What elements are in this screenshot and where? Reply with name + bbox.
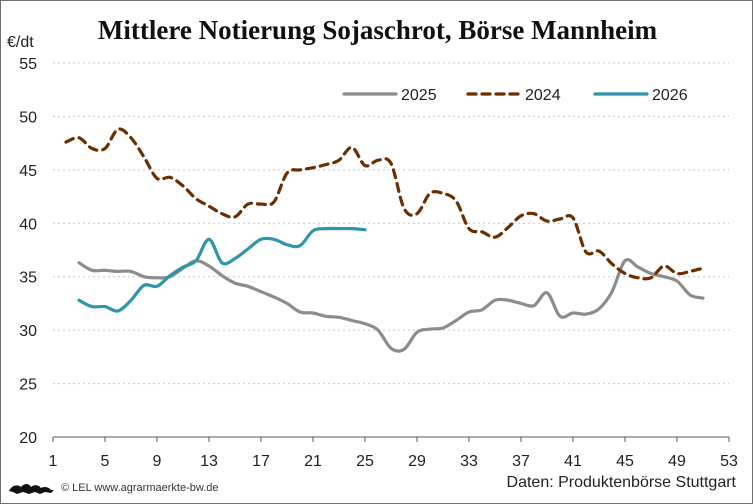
y-tick-label-35: 35: [19, 270, 37, 287]
x-tick-label-53: 53: [720, 453, 738, 470]
x-tick-label-45: 45: [616, 453, 634, 470]
y-tick-label-55: 55: [19, 56, 37, 73]
x-tick-label-5: 5: [101, 453, 110, 470]
chart-title: Mittlere Notierung Sojaschrot, Börse Man…: [97, 15, 658, 45]
y-tick-label-30: 30: [19, 323, 37, 340]
x-tick-label-13: 13: [200, 453, 218, 470]
x-tick-label-21: 21: [304, 453, 322, 470]
x-tick-label-9: 9: [153, 453, 162, 470]
y-axis-unit: €/dt: [7, 34, 34, 51]
legend-label-2024: 2024: [525, 87, 561, 104]
y-tick-label-45: 45: [19, 163, 37, 180]
grid-lines: [53, 62, 729, 385]
series-lines: [64, 127, 705, 353]
lion-logo-icon: [9, 484, 54, 494]
x-tick-label-29: 29: [408, 453, 426, 470]
copyright-text: © LEL www.agrarmaerkte-bw.de: [61, 482, 219, 494]
y-tick-labels: 20 25 30 35 40 45 50 55: [19, 56, 37, 447]
legend-label-2026: 2026: [652, 87, 688, 104]
x-tick-label-41: 41: [564, 453, 582, 470]
y-tick-label-50: 50: [19, 109, 37, 126]
footer-credit: © LEL www.agrarmaerkte-bw.de: [7, 479, 219, 497]
y-tick-label-40: 40: [19, 216, 37, 233]
source-note: Daten: Produktenbörse Stuttgart: [506, 474, 736, 491]
y-tick-label-20: 20: [19, 430, 37, 447]
x-tick-label-17: 17: [252, 453, 270, 470]
y-tick-label-25: 25: [19, 377, 37, 394]
x-tick-label-1: 1: [49, 453, 58, 470]
legend: 2025 2024 2026: [342, 87, 688, 104]
x-tick-label-49: 49: [668, 453, 686, 470]
x-tick-label-25: 25: [356, 453, 374, 470]
x-tick-labels: 1 5 9 13 17 21 25 29 33 37 41 45 49 53: [49, 453, 738, 470]
series-line-2026: [77, 226, 367, 313]
legend-label-2025: 2025: [401, 87, 437, 104]
x-tick-label-37: 37: [512, 453, 530, 470]
x-tick-label-33: 33: [460, 453, 478, 470]
series-line-2024: [64, 127, 705, 281]
x-axis: [52, 436, 730, 442]
